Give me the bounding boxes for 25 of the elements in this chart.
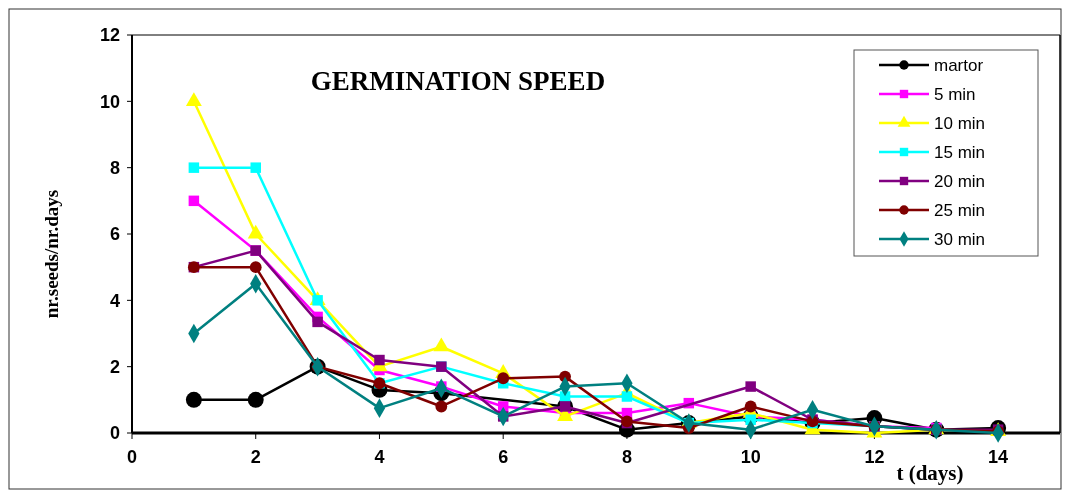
x-tick-label: 4 bbox=[374, 447, 385, 467]
x-tick-label: 0 bbox=[126, 447, 138, 467]
x-tick-label: 12 bbox=[864, 447, 885, 467]
x-tick-label: 6 bbox=[498, 447, 509, 467]
legend-label: martor bbox=[934, 55, 984, 75]
y-tick-label: 12 bbox=[99, 25, 120, 46]
y-tick-label: 4 bbox=[109, 290, 120, 311]
legend-label: 25 min bbox=[934, 200, 986, 220]
legend-label: 20 min bbox=[934, 171, 986, 191]
legend-label: 10 min bbox=[934, 113, 986, 133]
x-tick-label: 14 bbox=[988, 447, 1009, 467]
y-tick-label: 0 bbox=[109, 423, 120, 444]
legend-label: 15 min bbox=[934, 142, 986, 162]
legend-label: 5 min bbox=[934, 84, 976, 104]
x-tick-label: 2 bbox=[250, 447, 261, 467]
y-tick-label: 6 bbox=[109, 224, 120, 245]
x-tick-label: 10 bbox=[740, 447, 761, 467]
y-tick-label: 10 bbox=[99, 91, 120, 112]
legend-label: 30 min bbox=[934, 229, 986, 249]
y-tick-label: 8 bbox=[109, 157, 120, 178]
y-tick-label: 2 bbox=[109, 356, 120, 377]
y-axis-title: nr.seeds/nr.days bbox=[41, 189, 62, 319]
text: GERMINATION SPEED bbox=[310, 66, 606, 96]
x-axis-title: t (days) bbox=[896, 461, 964, 485]
x-tick-label: 8 bbox=[621, 447, 632, 467]
